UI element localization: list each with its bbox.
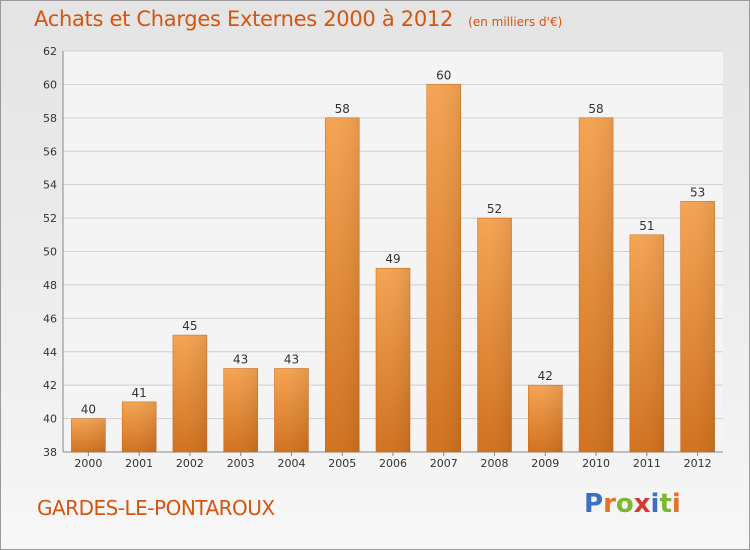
logo-letter: i xyxy=(671,489,681,519)
x-tick-label: 2002 xyxy=(176,457,204,470)
data-label: 45 xyxy=(182,319,197,333)
x-tick-label: 2005 xyxy=(328,457,356,470)
bar-shade xyxy=(274,368,309,452)
town-name: GARDES-LE-PONTAROUX xyxy=(37,496,275,520)
x-tick-label: 2003 xyxy=(227,457,255,470)
y-tick-label: 54 xyxy=(43,179,57,192)
logo-letter: i xyxy=(650,489,660,519)
y-tick-label: 46 xyxy=(43,312,57,325)
data-label: 43 xyxy=(284,352,299,366)
data-label: 49 xyxy=(385,252,400,266)
data-label: 52 xyxy=(487,202,502,216)
data-label: 60 xyxy=(436,68,451,82)
bar-shade xyxy=(172,335,207,452)
y-tick-label: 62 xyxy=(43,45,57,58)
x-tick-label: 2004 xyxy=(277,457,305,470)
data-label: 58 xyxy=(335,102,350,116)
logo-letter: P xyxy=(584,489,604,519)
data-label: 53 xyxy=(690,185,705,199)
bar-shade xyxy=(528,385,563,452)
x-tick-label: 2010 xyxy=(582,457,610,470)
y-tick-label: 60 xyxy=(43,78,57,91)
y-tick-label: 38 xyxy=(43,446,57,459)
x-tick-label: 2000 xyxy=(74,457,102,470)
x-tick-label: 2007 xyxy=(430,457,458,470)
y-tick-label: 56 xyxy=(43,145,57,158)
x-tick-label: 2001 xyxy=(125,457,153,470)
logo-letter: x xyxy=(633,489,651,519)
bar-shade xyxy=(579,117,614,452)
y-tick-label: 44 xyxy=(43,346,57,359)
data-label: 40 xyxy=(81,403,96,417)
y-tick-label: 40 xyxy=(43,413,57,426)
plot-area: 38 40 42 44 46 48 50 52 54 56 58 60 62 40 2000 41 2001 45… xyxy=(43,45,723,470)
logo-letter: t xyxy=(659,489,672,519)
data-label: 41 xyxy=(132,386,147,400)
data-label: 51 xyxy=(639,219,654,233)
x-tick-label: 2006 xyxy=(379,457,407,470)
bar-shade xyxy=(325,117,360,452)
bar-chart: 38 40 42 44 46 48 50 52 54 56 58 60 62 40 2000 41 2001 45… xyxy=(43,45,723,470)
y-tick-label: 58 xyxy=(43,112,57,125)
bar-shade xyxy=(71,418,106,452)
y-tick-label: 42 xyxy=(43,379,57,392)
y-tick-label: 50 xyxy=(43,246,57,259)
x-tick-label: 2008 xyxy=(481,457,509,470)
chart-unit-label: (en milliers d'€) xyxy=(468,15,563,29)
y-tick-label: 52 xyxy=(43,212,57,225)
data-label: 43 xyxy=(233,352,248,366)
x-tick-label: 2009 xyxy=(531,457,559,470)
data-label: 42 xyxy=(538,369,553,383)
data-label: 58 xyxy=(588,102,603,116)
chart-title: Achats et Charges Externes 2000 à 2012 xyxy=(34,7,454,31)
bar-shade xyxy=(376,268,410,452)
logo-letter: r xyxy=(603,489,616,519)
bar-shade xyxy=(122,401,157,452)
bar-shade xyxy=(223,368,258,452)
proxiti-logo: Proxiti xyxy=(584,489,681,519)
title-row: Achats et Charges Externes 2000 à 2012 (… xyxy=(34,7,562,31)
y-tick-label: 48 xyxy=(43,279,57,292)
x-tick-label: 2011 xyxy=(633,457,661,470)
bar-shade xyxy=(629,234,664,452)
bar-shade xyxy=(477,218,512,452)
x-tick-label: 2012 xyxy=(684,457,712,470)
bar-shade xyxy=(680,201,715,452)
bar-shade xyxy=(426,84,461,453)
logo-letter: o xyxy=(615,489,634,519)
